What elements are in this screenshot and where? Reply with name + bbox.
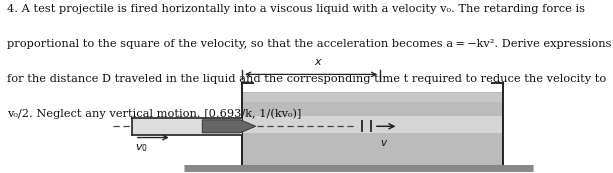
Text: proportional to the square of the velocity, so that the acceleration becomes a =: proportional to the square of the veloci… <box>7 39 612 49</box>
Text: for the distance D traveled in the liquid and the corresponding time t required : for the distance D traveled in the liqui… <box>7 74 607 84</box>
FancyBboxPatch shape <box>242 93 503 102</box>
FancyBboxPatch shape <box>242 92 503 166</box>
Polygon shape <box>202 120 256 133</box>
FancyBboxPatch shape <box>242 116 503 133</box>
Text: x: x <box>314 57 321 67</box>
Text: $\mathit{v}_0$: $\mathit{v}_0$ <box>135 142 148 154</box>
Text: v: v <box>380 138 386 148</box>
Text: 4. A test projectile is fired horizontally into a viscous liquid with a velocity: 4. A test projectile is fired horizontal… <box>7 4 585 14</box>
FancyBboxPatch shape <box>132 118 242 135</box>
Text: v₀/2. Neglect any vertical motion. [0.693/k, 1/(kv₀)]: v₀/2. Neglect any vertical motion. [0.69… <box>7 108 302 119</box>
